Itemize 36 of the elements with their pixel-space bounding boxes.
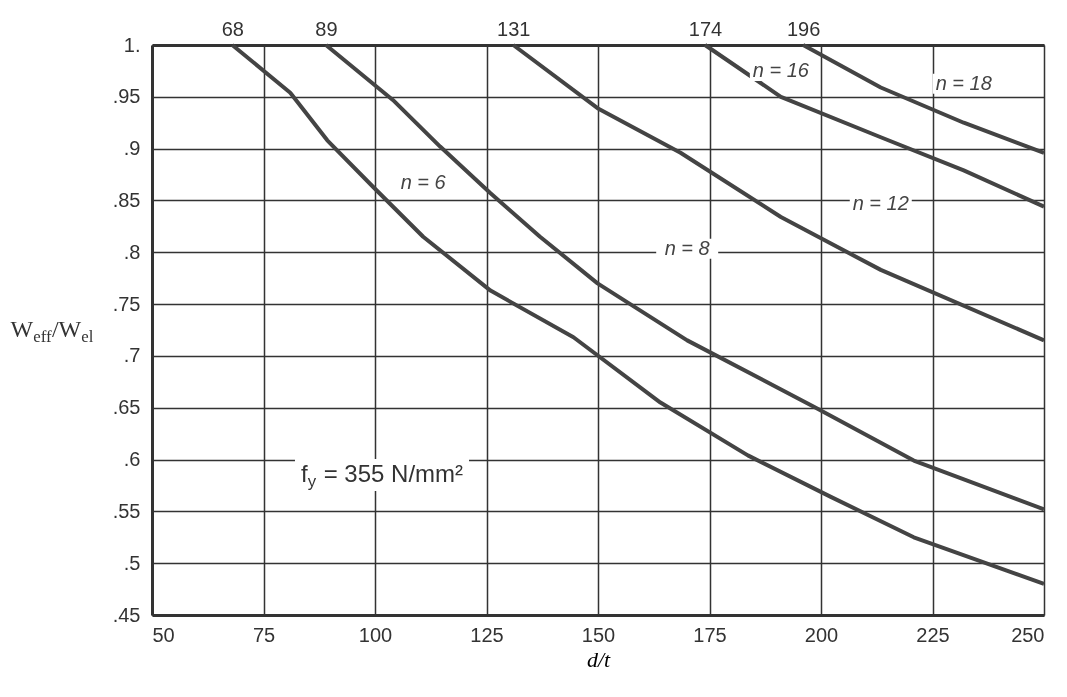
x2-tick-label: 174 [688, 17, 723, 40]
x-tick-label: 175 [693, 623, 727, 646]
line-series [703, 43, 1046, 209]
y-tick-label: 1. [123, 33, 141, 56]
text: n = 8 [664, 236, 710, 259]
line-series [323, 43, 1046, 512]
y-tick-label: .8 [123, 240, 141, 263]
series-label: n = 18 [935, 71, 992, 94]
x2-tick-label: 196 [786, 17, 821, 40]
y-tick-label: .65 [112, 396, 141, 419]
series-label: n = 16 [752, 58, 810, 81]
y-tick-label: .45 [112, 603, 141, 626]
y-tick-label: .6 [123, 448, 141, 471]
x-axis-title: d/t [586, 646, 611, 672]
y-tick-label: .7 [123, 344, 141, 367]
x2-tick-label: 68 [221, 17, 244, 40]
x-tick-label: 250 [1011, 623, 1045, 646]
y-tick-label: .95 [112, 85, 141, 108]
x-tick-label: 200 [804, 623, 839, 646]
x2-tick-label: 89 [315, 17, 338, 40]
x-tick-label: 125 [470, 623, 504, 646]
y-tick-label: .5 [123, 551, 141, 574]
x2-tick-label: 131 [497, 17, 531, 40]
x-tick-label: 150 [581, 623, 616, 646]
x-tick-label: 50 [152, 623, 175, 646]
y-tick-label: .75 [112, 292, 141, 315]
line-series [511, 43, 1046, 343]
y-tick-label: .55 [112, 499, 141, 522]
y-tick-label: .9 [123, 137, 141, 160]
x-tick-label: 75 [252, 623, 276, 646]
series-label: n = 12 [852, 191, 909, 214]
y-tick-label: .85 [112, 188, 141, 211]
series-label: n = 6 [400, 171, 447, 194]
line-series [230, 43, 1046, 586]
x-tick-label: 100 [358, 623, 393, 646]
x-tick-label: 225 [916, 623, 950, 646]
